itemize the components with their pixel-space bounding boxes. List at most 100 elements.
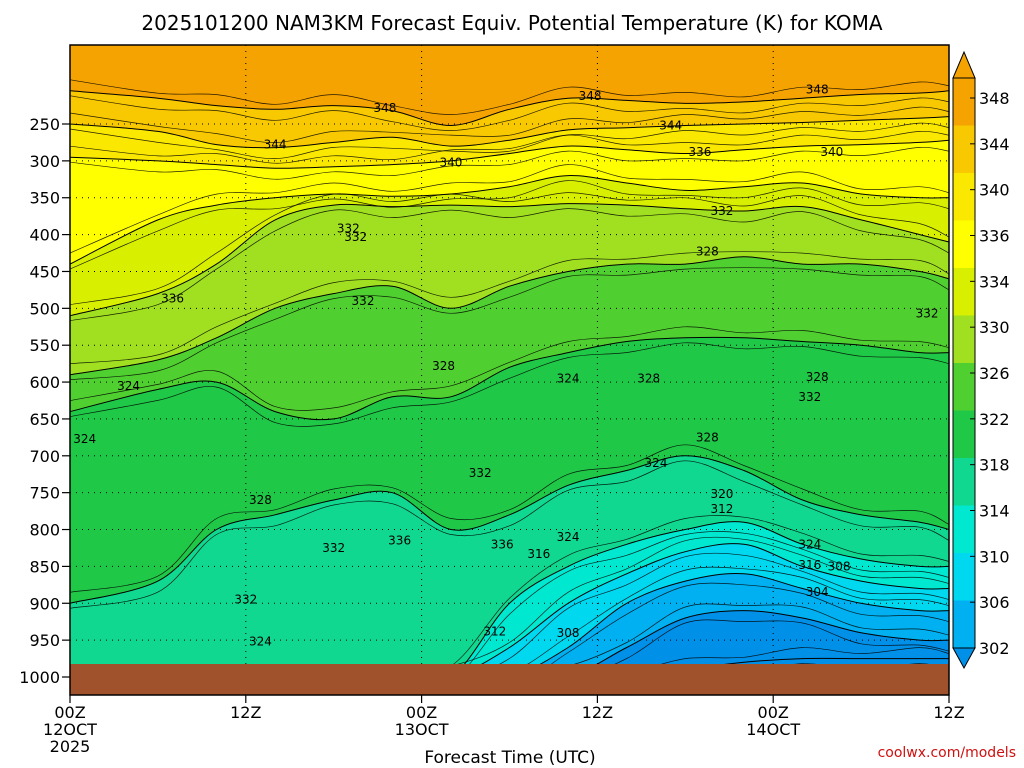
colorbar-segment-340 <box>953 173 975 221</box>
contour-label-text: 348 <box>806 82 829 96</box>
contour-label-text: 328 <box>696 245 719 259</box>
contour-label-text: 308 <box>828 559 851 573</box>
x-tick-label-0-0: 00Z <box>54 703 85 722</box>
colorbar-label-310: 310 <box>979 547 1010 566</box>
ground-surface <box>70 664 949 695</box>
contour-label-text: 328 <box>249 493 272 507</box>
contour-label-328: 328 <box>806 370 829 384</box>
contour-label-324: 324 <box>73 432 96 446</box>
isentrope-340-aux-0 <box>69 130 950 164</box>
contour-label-text: 332 <box>916 306 939 320</box>
contour-label-text: 336 <box>491 537 514 551</box>
isentrope-340 <box>69 139 950 169</box>
colorbar: 348 344 340 336 334 330 326 322 318 314 310 306 302 <box>952 50 1010 670</box>
isentrope-322-aux-1 <box>69 460 950 609</box>
x-tick-label-0-2: 2025 <box>50 737 91 756</box>
y-tick-label-950: 950 <box>29 631 60 650</box>
contour-label-332: 332 <box>322 541 345 555</box>
contour-label-text: 312 <box>710 502 733 516</box>
contour-label-336: 336 <box>161 292 184 306</box>
contour-label-text: 324 <box>798 537 821 551</box>
dotted-gridlines <box>70 45 949 695</box>
contour-label-324: 324 <box>557 371 580 385</box>
y-tick-label-800: 800 <box>29 521 60 540</box>
x-tick-label-48-0: 00Z <box>758 703 789 722</box>
colorbar-segment-334 <box>953 268 975 316</box>
contour-label-324: 324 <box>645 456 668 470</box>
isentrope-348 <box>69 90 950 127</box>
contour-label-332: 332 <box>337 222 360 236</box>
isentrope-326-aux-1 <box>69 342 950 427</box>
colorbar-label-334: 334 <box>979 272 1010 291</box>
contour-label-text: 324 <box>249 635 272 649</box>
contour-label-text: 336 <box>688 145 711 159</box>
contour-label-text: 336 <box>388 534 411 548</box>
contour-label-text: 308 <box>557 626 580 640</box>
contour-label-text: 304 <box>806 585 829 599</box>
contour-label-text: 328 <box>637 371 660 385</box>
contour-label-316: 316 <box>798 558 821 572</box>
colorbar-segment-326 <box>953 363 975 411</box>
isentrope-344-aux-1 <box>69 122 950 159</box>
contour-label-304: 304 <box>806 585 829 599</box>
contour-label-332: 332 <box>234 593 257 607</box>
x-tick-label-24-1: 13OCT <box>395 720 449 739</box>
contour-label-text: 324 <box>557 371 580 385</box>
y-tick-label-450: 450 <box>29 262 60 281</box>
colorbar-label-314: 314 <box>979 502 1010 521</box>
isentrope-326 <box>69 336 950 421</box>
contour-label-320: 320 <box>710 487 733 501</box>
contour-label-324: 324 <box>557 530 580 544</box>
contour-label-text: 340 <box>439 155 462 169</box>
colorbar-segment-314 <box>953 505 975 553</box>
colorbar-label-348: 348 <box>979 89 1010 108</box>
contour-label-text: 328 <box>432 359 455 373</box>
colorbar-segment-344 <box>953 125 975 173</box>
y-tick-label-600: 600 <box>29 373 60 392</box>
colorbar-segment-348 <box>953 78 975 126</box>
colorbar-top-arrow <box>952 50 976 79</box>
contour-label-text: 320 <box>710 487 733 501</box>
contour-label-328: 328 <box>249 493 272 507</box>
contour-label-text: 332 <box>710 204 733 218</box>
colorbar-label-306: 306 <box>979 593 1010 612</box>
contour-label-348: 348 <box>806 82 829 96</box>
colorbar-label-336: 336 <box>979 227 1010 246</box>
contour-label-312: 312 <box>483 624 506 638</box>
y-tick-label-300: 300 <box>29 152 60 171</box>
contour-label-336: 336 <box>688 145 711 159</box>
isentrope-336-aux-0 <box>69 164 950 254</box>
isentrope-336-aux-1 <box>69 180 950 270</box>
contour-label-328: 328 <box>696 430 719 444</box>
contour-label-332: 332 <box>352 294 375 308</box>
colorbar-segment-310 <box>953 553 975 601</box>
credit-text: coolwx.com/models <box>878 745 1016 761</box>
isentrope-340-aux-1 <box>69 146 950 180</box>
plot-frame <box>69 44 950 696</box>
contour-label-308: 308 <box>557 626 580 640</box>
pressure-axis: 250 300 350 400 450 500 550 600 650 700 750 800 850 9… <box>19 115 70 687</box>
isentrope-344-aux-0 <box>69 106 950 143</box>
contour-label-332: 332 <box>916 306 939 320</box>
contour-label-text: 332 <box>798 390 821 404</box>
contour-label-text: 336 <box>161 292 184 306</box>
isentrope-322-aux-0 <box>69 444 950 593</box>
isentrope-330 <box>69 256 950 376</box>
y-tick-label-650: 650 <box>29 410 60 429</box>
contour-label-348: 348 <box>579 89 602 103</box>
isentrope-336 <box>69 175 950 265</box>
contour-label-text: 324 <box>645 456 668 470</box>
contour-label-332: 332 <box>469 466 492 480</box>
y-tick-label-750: 750 <box>29 484 60 503</box>
y-tick-label-900: 900 <box>29 594 60 613</box>
y-tick-label-350: 350 <box>29 189 60 208</box>
y-tick-label-850: 850 <box>29 557 60 576</box>
contour-label-324: 324 <box>798 537 821 551</box>
contour-label-text: 332 <box>322 541 345 555</box>
contour-label-340: 340 <box>439 155 462 169</box>
contour-label-336: 336 <box>491 537 514 551</box>
contour-label-text: 332 <box>352 294 375 308</box>
contour-label-text: 332 <box>337 222 360 236</box>
x-tick-label-24-0: 00Z <box>406 703 437 722</box>
